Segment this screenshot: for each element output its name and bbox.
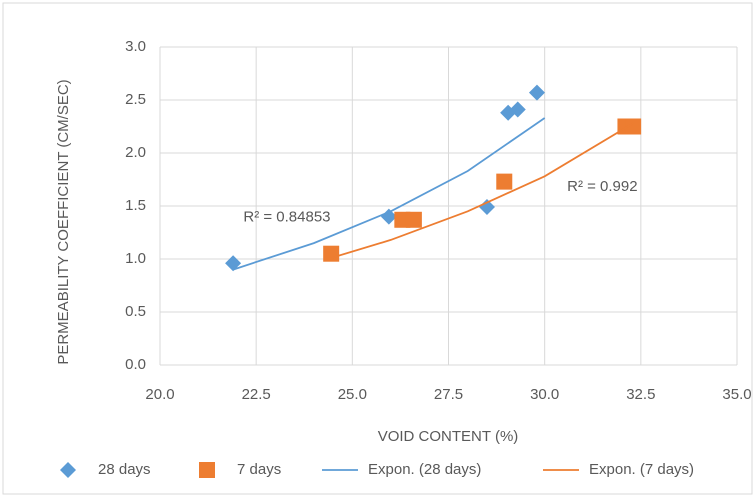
point	[323, 245, 340, 262]
x-tick-label: 20.0	[145, 386, 174, 403]
legend-marker	[199, 462, 215, 478]
annotation: R² = 0.84853	[243, 209, 330, 226]
chart-frame	[2, 2, 753, 495]
legend-label: Expon. (28 days)	[368, 461, 481, 478]
x-tick-label: 30.0	[530, 386, 559, 403]
x-tick-label: 32.5	[626, 386, 655, 403]
trendline	[232, 117, 546, 271]
y-tick-label: 1.5	[125, 197, 146, 214]
x-tick-label: 27.5	[434, 386, 463, 403]
y-tick-label: 2.5	[125, 91, 146, 108]
legend-label: 28 days	[98, 461, 151, 478]
point	[496, 173, 513, 190]
x-tick-label: 25.0	[338, 386, 367, 403]
point	[478, 199, 495, 216]
y-axis-title: PERMEABILITY COEFFICIENT (CM/SEC)	[55, 79, 72, 364]
legend-label: 7 days	[237, 461, 281, 478]
point	[380, 208, 397, 225]
y-tick-label: 3.0	[125, 38, 146, 55]
y-tick-label: 0.0	[125, 356, 146, 373]
y-tick-label: 0.5	[125, 303, 146, 320]
x-tick-label: 35.0	[722, 386, 751, 403]
y-tick-label: 2.0	[125, 144, 146, 161]
legend-marker	[60, 462, 76, 478]
point	[225, 255, 242, 272]
trendline	[330, 122, 634, 259]
x-axis-title: VOID CONTENT (%)	[378, 428, 519, 445]
annotation: R² = 0.992	[567, 178, 637, 195]
point	[509, 101, 526, 118]
y-tick-label: 1.0	[125, 250, 146, 267]
point	[405, 211, 422, 228]
x-tick-label: 22.5	[242, 386, 271, 403]
legend-label: Expon. (7 days)	[589, 461, 694, 478]
point	[500, 104, 517, 121]
point	[528, 84, 545, 101]
point	[625, 118, 642, 135]
